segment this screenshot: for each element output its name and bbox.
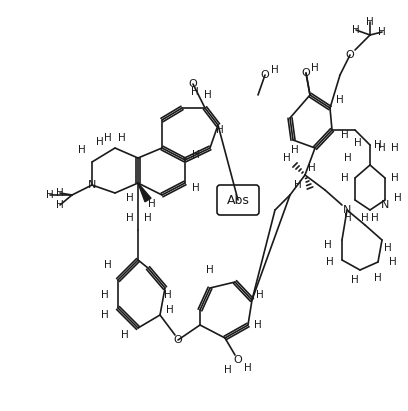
Text: H: H xyxy=(291,145,299,155)
Text: H: H xyxy=(104,260,112,270)
Text: O: O xyxy=(346,50,355,60)
Text: H: H xyxy=(374,273,382,283)
Text: H: H xyxy=(361,213,369,223)
Text: H: H xyxy=(389,257,397,267)
Text: H: H xyxy=(244,363,252,373)
Text: H: H xyxy=(254,320,262,330)
Text: N: N xyxy=(88,180,96,190)
Text: H: H xyxy=(384,243,392,253)
Text: H: H xyxy=(216,125,224,135)
Text: H: H xyxy=(204,90,212,100)
Text: O: O xyxy=(188,79,197,89)
Text: H: H xyxy=(56,188,64,198)
Text: H: H xyxy=(101,310,109,320)
Text: N: N xyxy=(381,200,389,210)
Text: H: H xyxy=(126,193,134,203)
Text: O: O xyxy=(174,335,182,345)
Text: H: H xyxy=(324,240,332,250)
Text: H: H xyxy=(256,290,264,300)
Text: H: H xyxy=(126,213,134,223)
Text: H: H xyxy=(271,65,279,75)
Text: H: H xyxy=(96,137,104,147)
Text: H: H xyxy=(164,290,172,300)
Text: O: O xyxy=(261,70,269,80)
Text: Abs: Abs xyxy=(226,194,249,206)
Text: H: H xyxy=(101,290,109,300)
Text: H: H xyxy=(283,153,291,163)
Text: H: H xyxy=(374,140,382,150)
Text: H: H xyxy=(344,153,352,163)
Text: H: H xyxy=(336,95,344,105)
Text: H: H xyxy=(378,143,386,153)
Text: H: H xyxy=(46,190,54,200)
Text: O: O xyxy=(234,355,242,365)
Text: H: H xyxy=(352,25,360,35)
Text: H: H xyxy=(311,63,319,73)
Text: H: H xyxy=(191,87,199,97)
Text: H: H xyxy=(148,199,156,209)
Text: H: H xyxy=(224,365,232,375)
Text: H: H xyxy=(118,133,126,143)
Text: H: H xyxy=(166,305,174,315)
Text: H: H xyxy=(354,138,362,148)
Text: H: H xyxy=(394,193,402,203)
Text: H: H xyxy=(206,265,214,275)
Text: H: H xyxy=(121,330,129,340)
Text: N: N xyxy=(343,205,351,215)
Text: H: H xyxy=(144,213,152,223)
Text: H: H xyxy=(391,143,399,153)
FancyBboxPatch shape xyxy=(217,185,259,215)
Text: H: H xyxy=(341,130,349,140)
Text: O: O xyxy=(302,68,310,78)
Text: H: H xyxy=(344,213,352,223)
Text: H: H xyxy=(371,213,379,223)
Text: H: H xyxy=(326,257,334,267)
Text: H: H xyxy=(351,275,359,285)
Text: H: H xyxy=(192,150,200,160)
Text: H: H xyxy=(104,133,112,143)
Text: H: H xyxy=(341,173,349,183)
Text: H: H xyxy=(294,180,302,190)
Text: H: H xyxy=(366,17,374,27)
Polygon shape xyxy=(138,183,151,202)
Text: H: H xyxy=(56,200,64,210)
Text: H: H xyxy=(308,163,316,173)
Text: H: H xyxy=(192,183,200,193)
Text: H: H xyxy=(391,173,399,183)
Text: H: H xyxy=(378,27,386,37)
Text: H: H xyxy=(78,145,86,155)
